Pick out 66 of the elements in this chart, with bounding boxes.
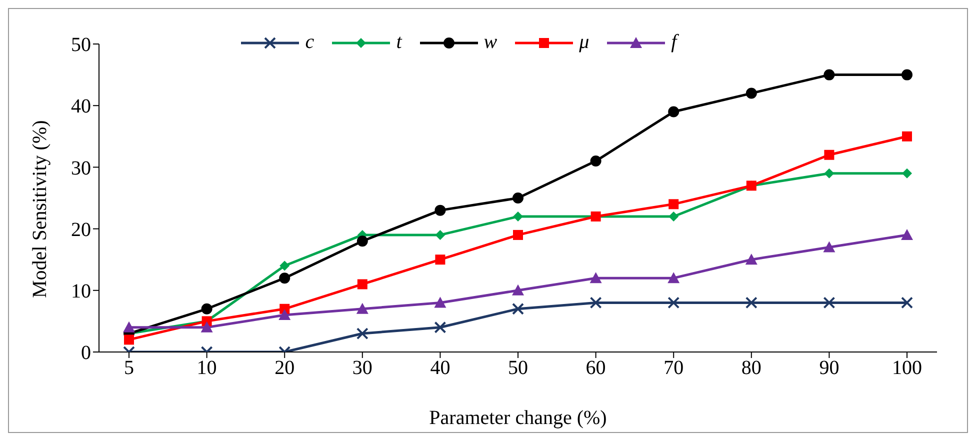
x-tick-label: 100 xyxy=(892,357,922,380)
point xyxy=(435,230,446,240)
point xyxy=(668,211,679,222)
point xyxy=(902,168,912,178)
point xyxy=(902,69,912,80)
point xyxy=(513,230,523,240)
point xyxy=(124,334,134,345)
x-tick-label: 70 xyxy=(664,357,684,380)
point xyxy=(512,192,524,204)
y-axis-title: Model Sensitivity (%) xyxy=(29,120,52,298)
x-tick-label: 10 xyxy=(196,357,217,380)
point xyxy=(901,296,913,309)
point xyxy=(356,302,368,314)
point xyxy=(745,254,758,265)
point xyxy=(200,321,213,332)
y-tick-label: 50 xyxy=(71,34,91,56)
point xyxy=(512,302,524,315)
point xyxy=(746,88,757,99)
y-tick-label: 10 xyxy=(71,280,91,302)
point xyxy=(745,296,758,309)
point xyxy=(824,69,835,80)
y-tick-label: 0 xyxy=(81,342,91,364)
point xyxy=(668,272,680,284)
point xyxy=(590,296,602,309)
point xyxy=(668,106,680,118)
y-tick-label: 20 xyxy=(71,218,91,241)
point xyxy=(668,296,680,309)
x-tick-label: 20 xyxy=(274,357,295,380)
point xyxy=(357,279,368,290)
x-tick-label: 60 xyxy=(586,357,606,380)
x-tick-label: 90 xyxy=(819,357,840,380)
x-tick-label: 40 xyxy=(430,357,450,380)
legend-label: μ xyxy=(579,31,590,54)
point xyxy=(824,168,834,178)
point xyxy=(435,254,446,265)
point xyxy=(824,150,834,160)
point xyxy=(278,309,291,320)
point xyxy=(512,284,524,296)
point xyxy=(513,211,523,222)
point xyxy=(434,204,446,216)
point xyxy=(356,328,368,340)
y-tick-label: 40 xyxy=(71,96,91,118)
point xyxy=(901,228,913,240)
point xyxy=(123,321,135,332)
point xyxy=(902,131,912,142)
legend-label: f xyxy=(671,31,677,54)
x-tick-label: 30 xyxy=(352,357,372,380)
point xyxy=(823,241,836,252)
point xyxy=(201,303,212,314)
legend-label: c xyxy=(305,31,314,54)
point xyxy=(279,272,290,284)
point xyxy=(590,156,602,167)
point xyxy=(823,296,836,309)
x-tick-label: 80 xyxy=(741,357,762,380)
point xyxy=(434,321,446,334)
legend-label: w xyxy=(484,31,498,54)
point xyxy=(280,260,290,271)
point xyxy=(356,236,368,247)
x-tick-label: 5 xyxy=(124,357,134,380)
point xyxy=(668,199,679,210)
x-tick-label: 50 xyxy=(508,357,528,380)
point xyxy=(434,296,446,308)
point xyxy=(590,272,602,284)
legend-label: t xyxy=(396,31,402,54)
x-axis-title: Parameter change (%) xyxy=(429,407,607,429)
y-tick-label: 30 xyxy=(71,157,91,180)
